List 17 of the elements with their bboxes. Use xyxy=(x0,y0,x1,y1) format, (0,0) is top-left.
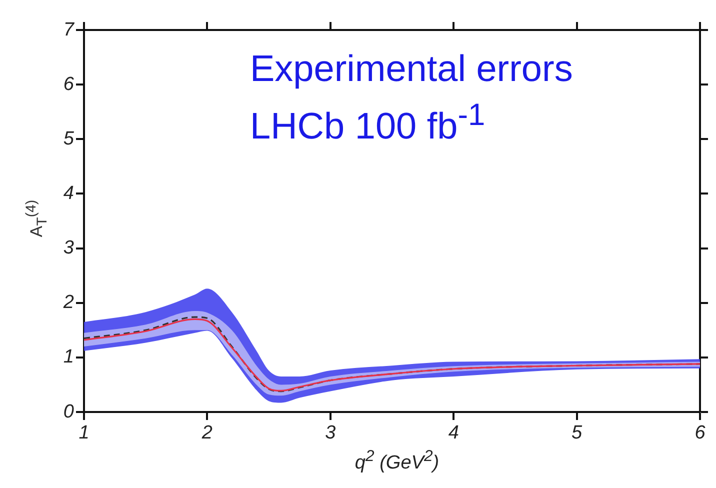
y-tick-label: 4 xyxy=(63,182,74,204)
y-tick-label: 3 xyxy=(63,238,74,259)
y-tick-label: 1 xyxy=(63,346,74,368)
x-tick-label: 2 xyxy=(200,422,213,444)
x-tick-label: 6 xyxy=(694,422,706,444)
x-tick-label: 1 xyxy=(78,422,90,444)
y-tick-label: 0 xyxy=(63,401,74,422)
x-tick-label: 3 xyxy=(325,422,336,444)
y-tick-label: 6 xyxy=(63,74,74,95)
x-tick-label: 4 xyxy=(448,422,459,444)
y-tick-label: 5 xyxy=(63,128,74,150)
x-tick-label: 5 xyxy=(572,422,583,444)
annotation: LHCb 100 fb$^{-1}$ xyxy=(250,96,486,148)
y-tick-label: 2 xyxy=(62,292,74,314)
x-axis-title: q$^{2}$ (GeV$^{2}$) xyxy=(354,448,440,474)
annotation: Experimental errors xyxy=(250,47,573,91)
y-tick-label: 7 xyxy=(63,19,76,40)
